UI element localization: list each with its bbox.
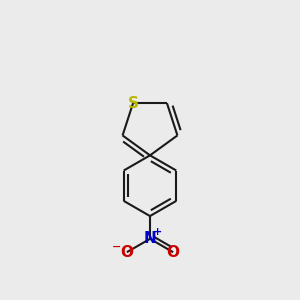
Text: O: O: [167, 245, 180, 260]
Text: O: O: [120, 245, 134, 260]
Text: S: S: [128, 96, 139, 111]
Text: −: −: [112, 242, 122, 251]
Text: N: N: [144, 231, 156, 246]
Text: +: +: [153, 227, 163, 237]
